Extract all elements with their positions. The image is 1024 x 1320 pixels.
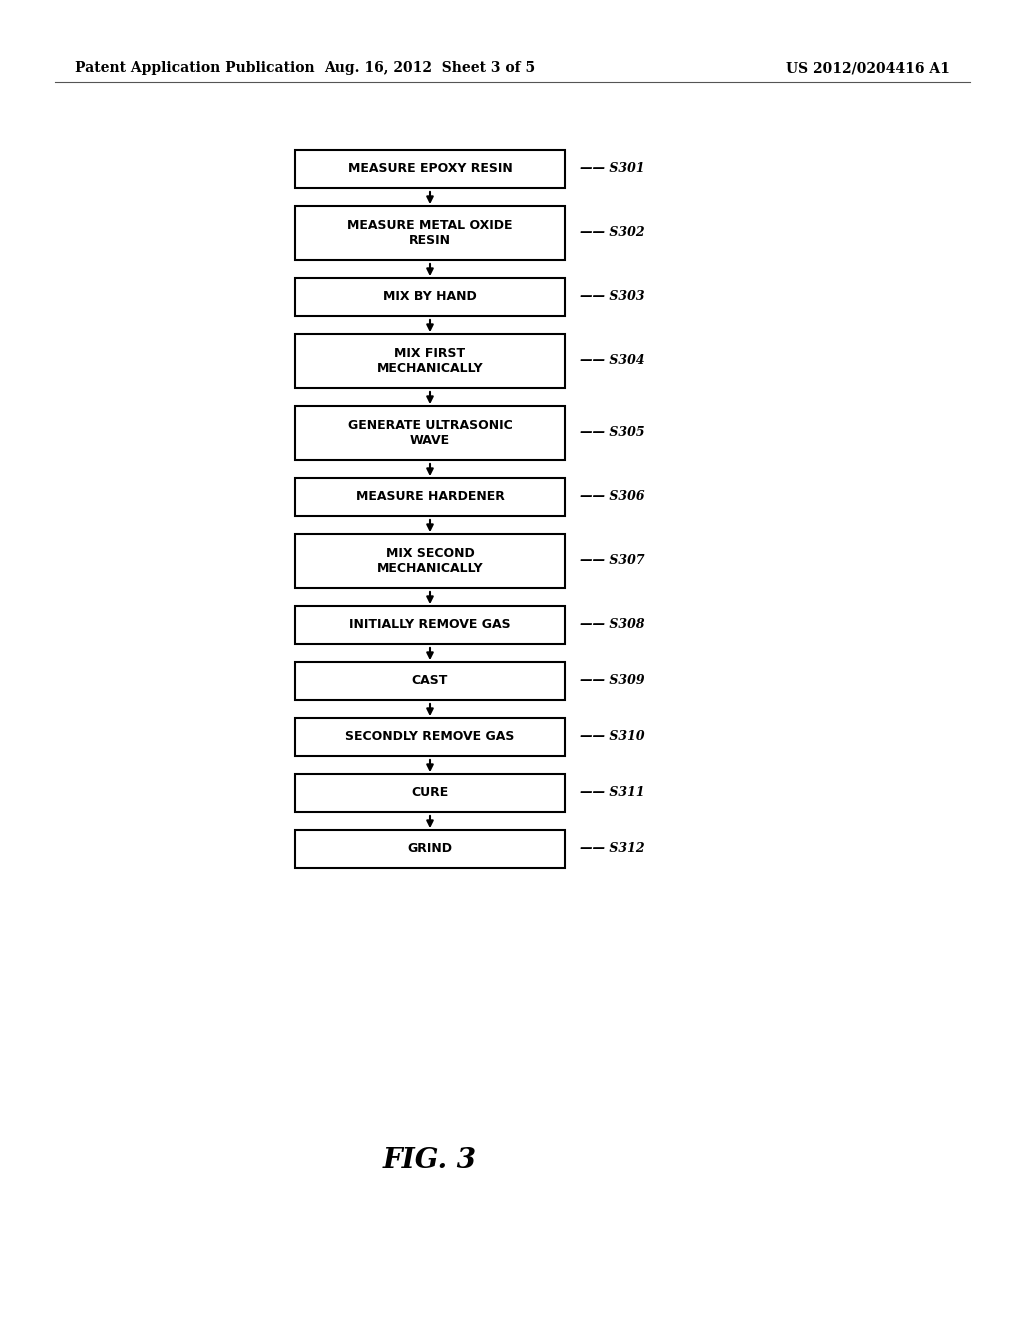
Text: CAST: CAST	[412, 675, 449, 688]
Text: MEASURE EPOXY RESIN: MEASURE EPOXY RESIN	[347, 162, 512, 176]
Text: MIX BY HAND: MIX BY HAND	[383, 290, 477, 304]
Bar	[295, 535, 565, 587]
Bar	[295, 206, 565, 260]
Text: —— S301: —— S301	[580, 162, 645, 176]
Bar	[295, 279, 565, 315]
Bar	[295, 606, 565, 644]
Text: GRIND: GRIND	[408, 842, 453, 855]
Text: GENERATE ULTRASONIC
WAVE: GENERATE ULTRASONIC WAVE	[347, 418, 512, 447]
Text: Aug. 16, 2012  Sheet 3 of 5: Aug. 16, 2012 Sheet 3 of 5	[325, 61, 536, 75]
Text: —— S312: —— S312	[580, 842, 645, 855]
Text: —— S309: —— S309	[580, 675, 645, 688]
Text: MEASURE HARDENER: MEASURE HARDENER	[355, 491, 505, 503]
Text: MIX SECOND
MECHANICALLY: MIX SECOND MECHANICALLY	[377, 546, 483, 576]
Text: —— S306: —— S306	[580, 491, 645, 503]
Text: MIX FIRST
MECHANICALLY: MIX FIRST MECHANICALLY	[377, 347, 483, 375]
Bar	[295, 478, 565, 516]
Text: MEASURE METAL OXIDE
RESIN: MEASURE METAL OXIDE RESIN	[347, 219, 513, 247]
Bar	[295, 830, 565, 869]
Text: Patent Application Publication: Patent Application Publication	[75, 61, 314, 75]
Text: US 2012/0204416 A1: US 2012/0204416 A1	[786, 61, 950, 75]
Bar	[295, 774, 565, 812]
Bar	[295, 663, 565, 700]
Text: CURE: CURE	[412, 787, 449, 800]
Text: —— S303: —— S303	[580, 290, 645, 304]
Text: SECONDLY REMOVE GAS: SECONDLY REMOVE GAS	[345, 730, 515, 743]
Text: —— S302: —— S302	[580, 227, 645, 239]
Text: —— S311: —— S311	[580, 787, 645, 800]
Text: —— S310: —— S310	[580, 730, 645, 743]
Text: FIG. 3: FIG. 3	[383, 1147, 477, 1173]
Text: —— S308: —— S308	[580, 619, 645, 631]
Text: INITIALLY REMOVE GAS: INITIALLY REMOVE GAS	[349, 619, 511, 631]
Bar	[295, 407, 565, 459]
Bar	[295, 718, 565, 756]
Bar	[295, 150, 565, 187]
Bar	[295, 334, 565, 388]
Text: —— S307: —— S307	[580, 554, 645, 568]
Text: —— S305: —— S305	[580, 426, 645, 440]
Text: —— S304: —— S304	[580, 355, 645, 367]
